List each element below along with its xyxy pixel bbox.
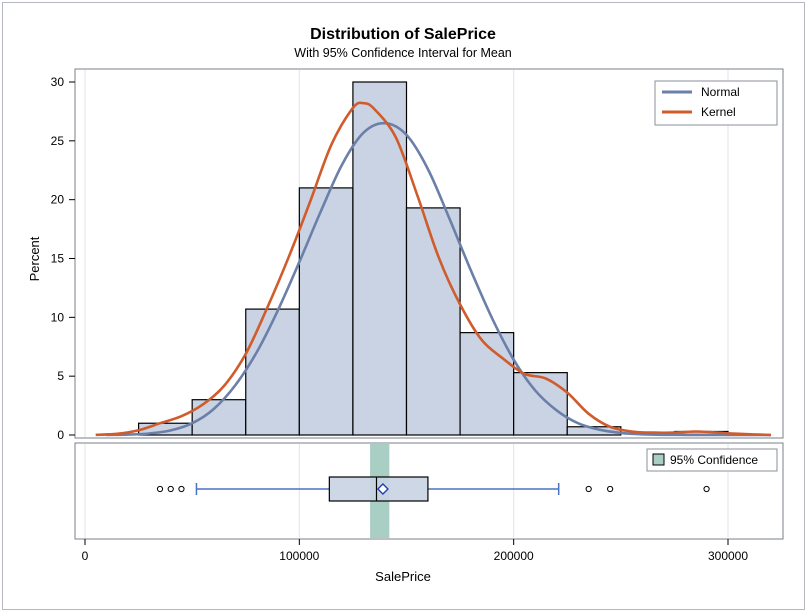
y-tick-label: 0 [57,428,64,442]
outlier-point [156,485,164,493]
histogram-bar [245,308,300,436]
histogram-bar [298,187,354,436]
histogram-bar [459,332,515,436]
y-tick-label: 20 [51,193,65,207]
histogram-bar [513,372,568,436]
x-axis-title: SalePrice [375,569,431,584]
curve-legend-box [654,80,778,126]
legend-normal-label: Normal [701,85,740,99]
x-tick-label: 0 [82,549,89,563]
ci-legend: 95% Confidence [646,448,778,472]
boxplot [156,444,710,538]
ci-legend-swatch [652,453,665,466]
y-tick-label: 15 [51,252,65,266]
x-tick-label: 300000 [708,549,748,563]
ci-legend-box [646,448,778,472]
y-axis-title: Percent [27,236,42,281]
x-tick-label: 200000 [494,549,534,563]
y-axis-ticks: 0 5 10 15 20 25 30 [51,75,75,442]
series-line-normal [106,121,771,437]
y-tick-label: 10 [51,310,65,324]
y-tick-label: 5 [57,369,64,383]
series-line-kernel [95,101,771,437]
outlier-point [607,485,614,493]
x-tick-label: 100000 [279,549,319,563]
legend-kernel-label: Kernel [701,105,736,119]
x-axis-ticks: 0 100000 200000 300000 [82,539,748,563]
y-tick-label: 25 [51,134,65,148]
mean-marker [376,483,389,495]
chart-svg: Distribution of SalePrice With 95% Confi… [27,26,784,584]
outlier-point [585,485,592,493]
ci-legend-label: 95% Confidence [670,453,758,467]
chart-subtitle: With 95% Confidence Interval for Mean [294,46,512,60]
outlier-point [167,485,174,493]
density-curves [95,101,771,437]
y-tick-label: 30 [51,75,65,89]
outlier-point [178,485,185,493]
curve-legend: Normal Kernel [654,80,778,126]
chart-title: Distribution of SalePrice [310,26,496,43]
outlier-point [703,485,710,493]
